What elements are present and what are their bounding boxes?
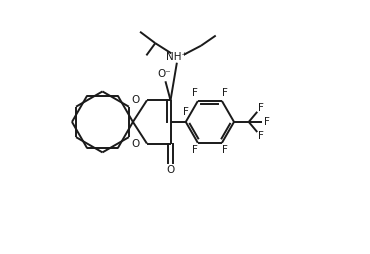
Text: O⁻: O⁻ bbox=[157, 69, 171, 79]
Text: F: F bbox=[258, 103, 263, 113]
Text: F: F bbox=[258, 131, 263, 141]
Text: O: O bbox=[132, 138, 140, 149]
Text: F: F bbox=[264, 117, 270, 127]
Text: F: F bbox=[222, 88, 228, 98]
Text: O: O bbox=[166, 165, 175, 175]
Text: F: F bbox=[192, 88, 198, 98]
Text: F: F bbox=[183, 107, 189, 117]
Text: O: O bbox=[132, 95, 140, 105]
Text: NH⁺: NH⁺ bbox=[166, 52, 187, 62]
Text: F: F bbox=[222, 146, 228, 155]
Text: F: F bbox=[192, 146, 198, 155]
